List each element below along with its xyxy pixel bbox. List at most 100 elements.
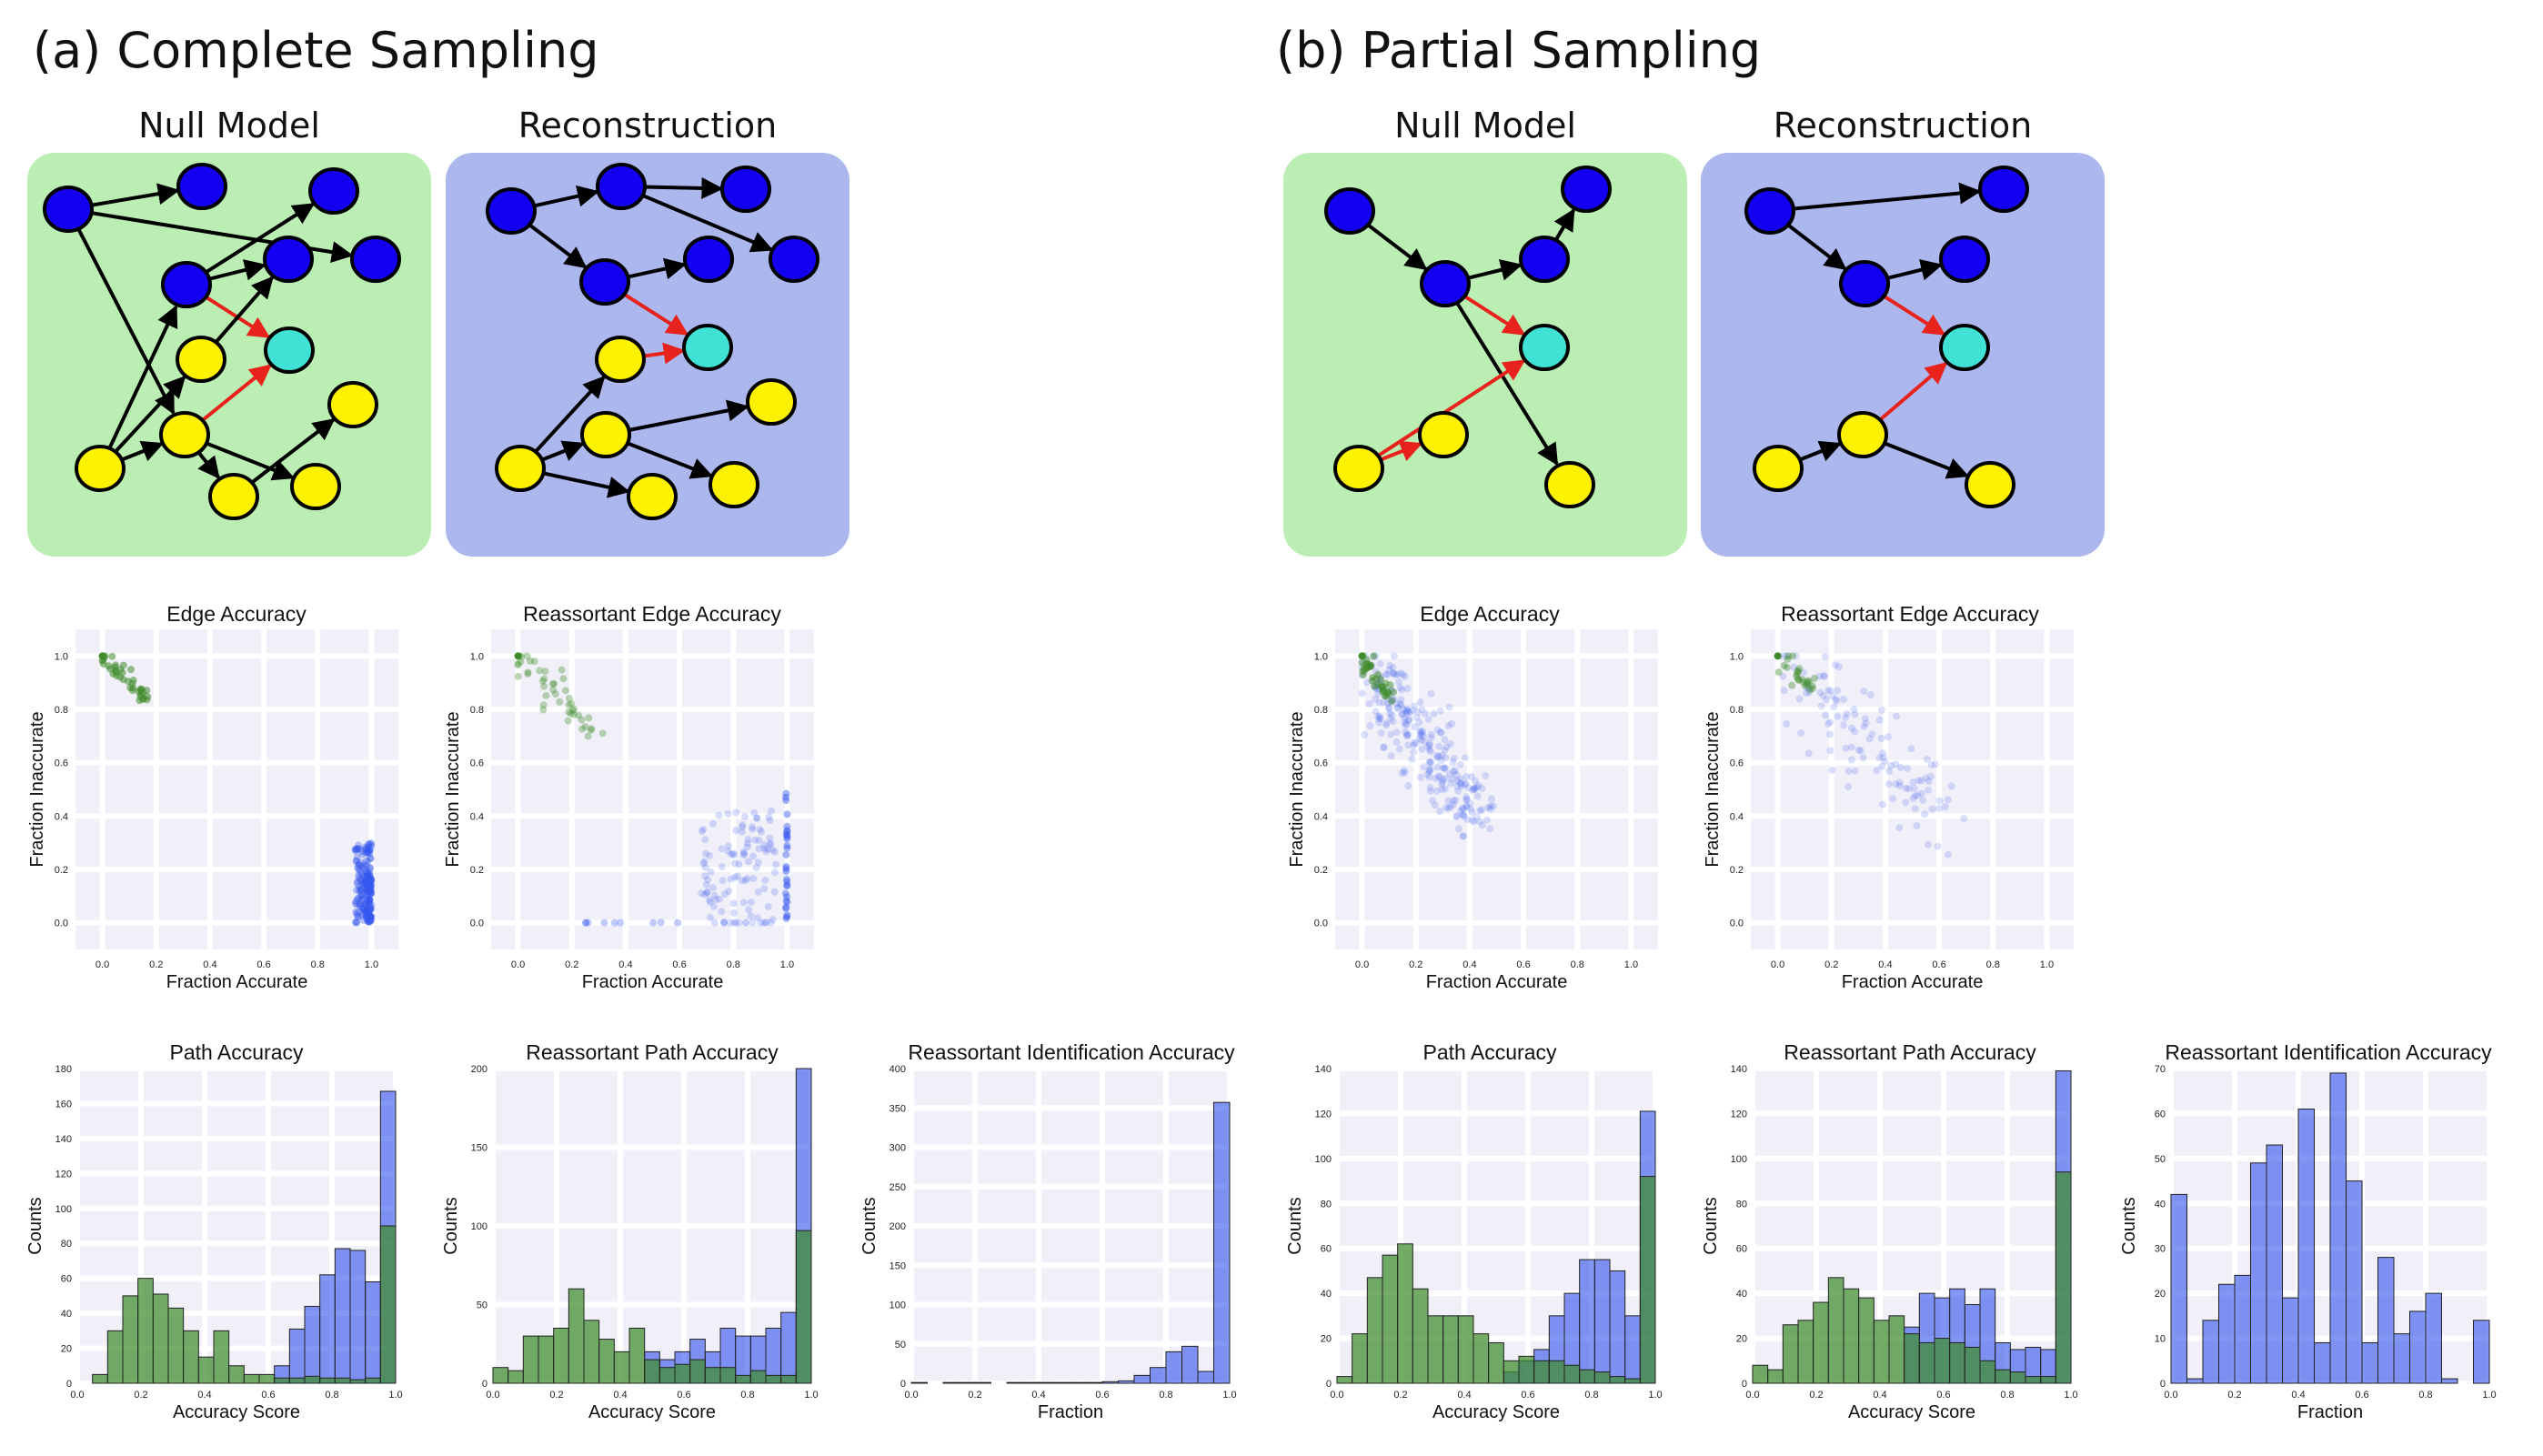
histogram-bar-reconstruction — [1038, 1381, 1055, 1384]
scatter-point — [588, 725, 596, 733]
edge — [196, 451, 220, 479]
scatter-point — [129, 676, 137, 684]
scatter-point — [1462, 793, 1471, 801]
scatter-point — [1442, 754, 1450, 762]
scatter-point — [1389, 688, 1397, 697]
scatter-point — [783, 881, 791, 889]
scatter-point — [1816, 688, 1824, 697]
scatter-point — [538, 677, 547, 685]
histogram-bar-null — [319, 1377, 336, 1384]
scatter-point — [1442, 804, 1451, 812]
y-tick-label: 1.0 — [55, 651, 68, 662]
scatter-point — [729, 899, 738, 908]
scatter-point — [582, 919, 590, 927]
scatter-point — [712, 896, 720, 904]
scatter-point — [1389, 664, 1397, 672]
scatter-point — [362, 845, 370, 853]
scatter-point — [1402, 709, 1411, 718]
scatter-point — [540, 675, 548, 683]
edge — [1883, 441, 1970, 479]
scatter-point — [1374, 713, 1382, 721]
histogram-bar-null — [628, 1327, 646, 1384]
scatter-point — [1461, 754, 1469, 762]
scatter-point — [1904, 765, 1912, 773]
scatter-point — [355, 894, 363, 902]
scatter-point — [569, 710, 578, 718]
scatter-point — [1460, 812, 1468, 820]
edge — [205, 202, 316, 275]
histogram-bar-null — [349, 1379, 367, 1384]
y-axis-label: Counts — [1701, 1197, 1721, 1254]
scatter-point — [1801, 682, 1809, 690]
scatter-point — [353, 919, 361, 927]
scatter-point — [1441, 746, 1449, 754]
scatter-point — [766, 817, 774, 825]
x-tick-label: 0.8 — [727, 959, 740, 970]
scatter-point — [1413, 708, 1422, 717]
network-node — [176, 163, 227, 210]
scatter-point — [1844, 783, 1853, 791]
x-tick-label: 0.2 — [549, 1390, 563, 1401]
reassortant-edge — [1878, 362, 1948, 422]
scatter-point — [766, 839, 774, 848]
histogram-bar-reconstruction — [1006, 1381, 1023, 1384]
scatter-point — [1441, 736, 1449, 744]
scatter-point — [1425, 768, 1433, 776]
scatter-point — [363, 861, 371, 869]
scatter-point — [1861, 715, 1869, 723]
scatter-point — [137, 690, 146, 698]
scatter-point — [733, 872, 741, 880]
scatter-point — [1428, 797, 1436, 805]
scatter-point — [1911, 792, 1919, 800]
x-tick-label: 0.0 — [486, 1390, 499, 1401]
histogram-bar-null — [1382, 1254, 1399, 1384]
scatter-point — [1934, 842, 1942, 850]
diagram-bg-b-null — [1283, 153, 1687, 557]
scatter-point — [649, 919, 658, 927]
scatter-point — [569, 707, 578, 715]
scatter-point — [1915, 777, 1923, 785]
y-tick-label: 0.8 — [55, 705, 68, 716]
scatter-point — [565, 701, 573, 709]
histogram-bar-reconstruction — [2314, 1342, 2331, 1384]
histogram-bar-null — [719, 1367, 737, 1384]
scatter-point — [1448, 719, 1456, 728]
x-tick-label: 0.4 — [1457, 1390, 1471, 1401]
scatter-point — [1907, 745, 1915, 753]
scatter-point — [735, 860, 743, 869]
network-node — [486, 187, 537, 235]
scatter-point — [360, 861, 368, 869]
edge — [250, 417, 336, 485]
y-tick-label: 120 — [55, 1169, 72, 1180]
scatter-point — [357, 891, 366, 899]
scatter-point — [539, 701, 548, 709]
scatter-point — [718, 908, 726, 916]
scatter-point — [1437, 728, 1445, 737]
scatter-point — [1359, 670, 1367, 678]
x-tick-label: 0.6 — [1521, 1390, 1534, 1401]
network-node — [75, 445, 126, 492]
scatter-point — [1788, 681, 1796, 689]
scatter-point — [1438, 752, 1446, 760]
scatter-point — [759, 841, 768, 849]
x-tick-label: 0.0 — [1355, 959, 1369, 970]
chart-title-path-a: Path Accuracy — [169, 1040, 304, 1064]
x-axis-label: Fraction Accurate — [1426, 972, 1568, 992]
x-tick-label: 0.4 — [2291, 1390, 2305, 1401]
scatter-point — [701, 836, 709, 844]
histogram-bar-null — [365, 1377, 381, 1384]
scatter-point — [1804, 688, 1813, 697]
y-tick-label: 50 — [2155, 1154, 2166, 1165]
scatter-point — [1437, 757, 1445, 765]
scatter-point — [1392, 738, 1401, 746]
scatter-point — [1372, 695, 1380, 703]
scatter-point — [1805, 684, 1814, 692]
scatter-point — [1911, 805, 1919, 813]
scatter-point — [1408, 755, 1416, 763]
scatter-point — [1798, 676, 1806, 684]
histogram-bar-null — [258, 1373, 276, 1384]
x-tick-label: 0.2 — [1809, 1390, 1823, 1401]
histogram-bar-null — [243, 1373, 260, 1384]
edge — [107, 305, 178, 449]
scatter-point — [367, 906, 375, 914]
